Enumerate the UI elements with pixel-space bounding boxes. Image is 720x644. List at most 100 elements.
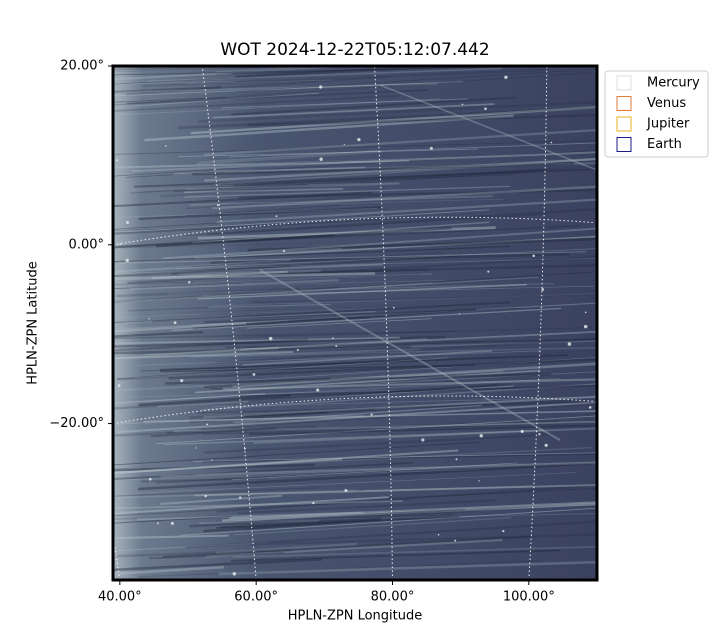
star [319,157,323,161]
streak [212,293,597,307]
streak [168,358,597,380]
plot-frame [111,64,599,582]
streak [259,269,561,441]
streak [113,160,410,169]
streak [134,92,319,107]
streak [203,395,597,419]
streak [160,494,282,505]
streak [113,66,476,85]
star [268,336,273,341]
streak [113,81,234,85]
star [357,137,361,142]
streak [113,336,400,345]
streak [240,384,597,398]
star [282,249,286,253]
streak [118,251,586,264]
x-tick-label: 100.00° [503,590,555,605]
star [117,384,121,387]
streak [199,150,378,163]
star [211,459,213,461]
streak [222,378,597,391]
star [487,270,490,273]
streak [113,335,446,348]
streak [113,542,268,552]
streak [113,313,201,319]
streak [113,557,323,572]
streak [133,168,597,188]
streak [163,429,545,446]
streak [194,235,597,260]
streak [113,487,319,497]
streak [214,158,597,186]
streak [197,283,527,300]
star [204,494,207,498]
star [232,572,237,576]
star [584,311,587,314]
streak [247,318,432,329]
star [344,489,348,493]
streak [207,340,597,354]
streak [160,364,476,373]
streak [185,205,340,216]
streak [160,164,596,198]
star [550,141,553,144]
streak [194,484,597,497]
star [437,533,440,536]
x-tick-label: 40.00° [98,590,142,605]
star [195,447,198,449]
streak [221,98,469,109]
streak [113,393,266,404]
streak [201,383,597,411]
streak [122,310,376,324]
streak [113,264,290,278]
streak [113,182,361,191]
streak [216,484,597,513]
streak [113,565,224,576]
streak [113,414,364,425]
streak [226,489,366,497]
streak [197,226,496,240]
streak [186,182,400,191]
streak [185,194,384,210]
streak [180,507,597,536]
streak [243,350,493,366]
star [370,413,373,416]
streak [115,338,308,352]
star [275,215,278,218]
streak [166,420,559,434]
streak [184,185,511,198]
streak [113,461,414,481]
streak [233,225,579,243]
streak [144,338,428,356]
streak [113,208,378,218]
streak [113,82,438,94]
streak [117,401,597,433]
streak [234,513,597,522]
streak [113,458,343,475]
streak [113,154,552,168]
streak [113,274,421,285]
streak [194,461,597,475]
streak [192,162,574,176]
streak [240,330,597,351]
streak [184,187,344,194]
streak [113,469,481,481]
streak [113,369,504,392]
streak [113,511,378,520]
star [156,522,159,525]
star [567,342,572,346]
star [206,423,209,426]
streak [190,105,597,135]
streak [113,248,597,272]
streak [190,195,493,206]
streak [131,151,597,173]
streak [197,100,597,123]
image [113,66,597,580]
streak [113,72,232,81]
star [458,313,461,315]
streak [210,253,570,264]
star [520,429,524,433]
streak [126,209,490,233]
streak [134,357,449,379]
streak [113,463,315,472]
